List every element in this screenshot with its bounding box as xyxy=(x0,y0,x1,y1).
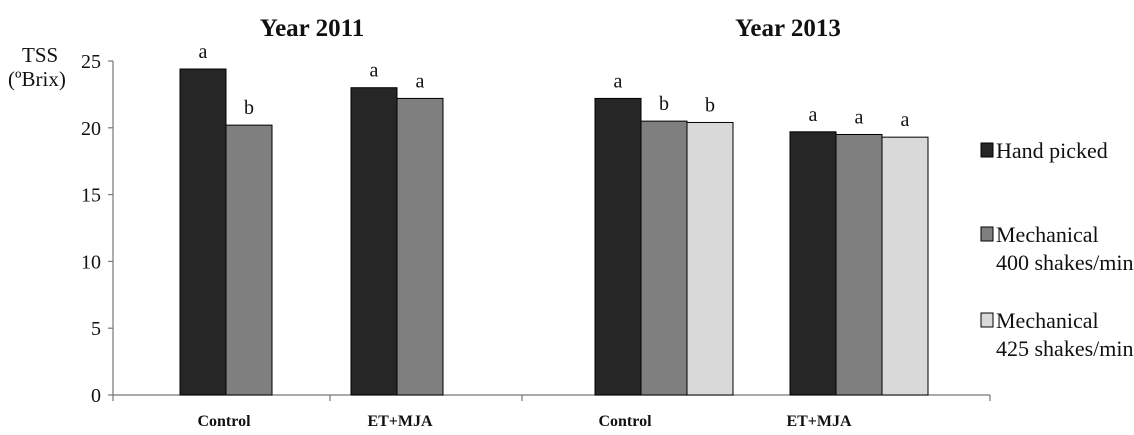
significance-letter: b xyxy=(705,94,715,116)
significance-letter: a xyxy=(809,104,818,126)
panel-title-2013: Year 2013 xyxy=(735,15,841,42)
bar xyxy=(594,97,642,396)
y-label-line-1: TSS xyxy=(22,43,58,67)
bar xyxy=(640,120,688,396)
y-tick-labels: 0 5 10 15 20 25 xyxy=(81,51,101,407)
y-tick-label: 10 xyxy=(81,251,101,273)
y-tick-label: 20 xyxy=(81,118,101,140)
legend-label: 425 shakes/min xyxy=(996,336,1134,361)
legend-swatch xyxy=(980,142,994,158)
bar xyxy=(881,136,929,396)
y-label-line-2: (ºBrix) xyxy=(8,67,66,91)
legend-label: Mechanical xyxy=(996,308,1099,333)
y-tick-label: 5 xyxy=(91,318,101,340)
category-label: ET+MJA xyxy=(367,413,433,430)
bar xyxy=(686,121,734,396)
panel-titles: Year 2011 Year 2013 xyxy=(260,15,841,42)
legend-swatch xyxy=(980,226,994,242)
bar xyxy=(396,97,444,396)
bar xyxy=(835,133,883,396)
category-label: Control xyxy=(598,413,652,430)
y-axis-label: TSS (ºBrix) xyxy=(8,43,66,91)
significance-letter: a xyxy=(901,109,910,131)
legend-label: 400 shakes/min xyxy=(996,250,1134,275)
category-label: Control xyxy=(197,413,251,430)
significance-letter: a xyxy=(370,60,379,82)
legend-label: Hand picked xyxy=(996,138,1108,163)
y-tick-label: 25 xyxy=(81,51,101,73)
bar xyxy=(225,124,273,396)
category-label: ET+MJA xyxy=(786,413,852,430)
significance-letters: a b a a a b b a a a xyxy=(199,41,910,131)
significance-letter: b xyxy=(244,97,254,119)
significance-letter: a xyxy=(855,106,864,128)
y-tick-label: 15 xyxy=(81,185,101,207)
legend-swatch xyxy=(980,312,994,328)
significance-letter: a xyxy=(199,41,208,63)
significance-letter: b xyxy=(659,93,669,115)
bar xyxy=(789,131,837,396)
significance-letter: a xyxy=(614,70,623,92)
bar xyxy=(350,87,398,396)
bars xyxy=(179,68,929,396)
legend: Hand picked Mechanical 400 shakes/min Mecha… xyxy=(980,138,1134,361)
significance-letter: a xyxy=(416,70,425,92)
category-labels: Control ET+MJA Control ET+MJA xyxy=(197,413,852,430)
legend-label: Mechanical xyxy=(996,222,1099,247)
panel-title-2011: Year 2011 xyxy=(260,15,364,42)
y-tick-label: 0 xyxy=(91,385,101,407)
bar xyxy=(179,68,227,396)
